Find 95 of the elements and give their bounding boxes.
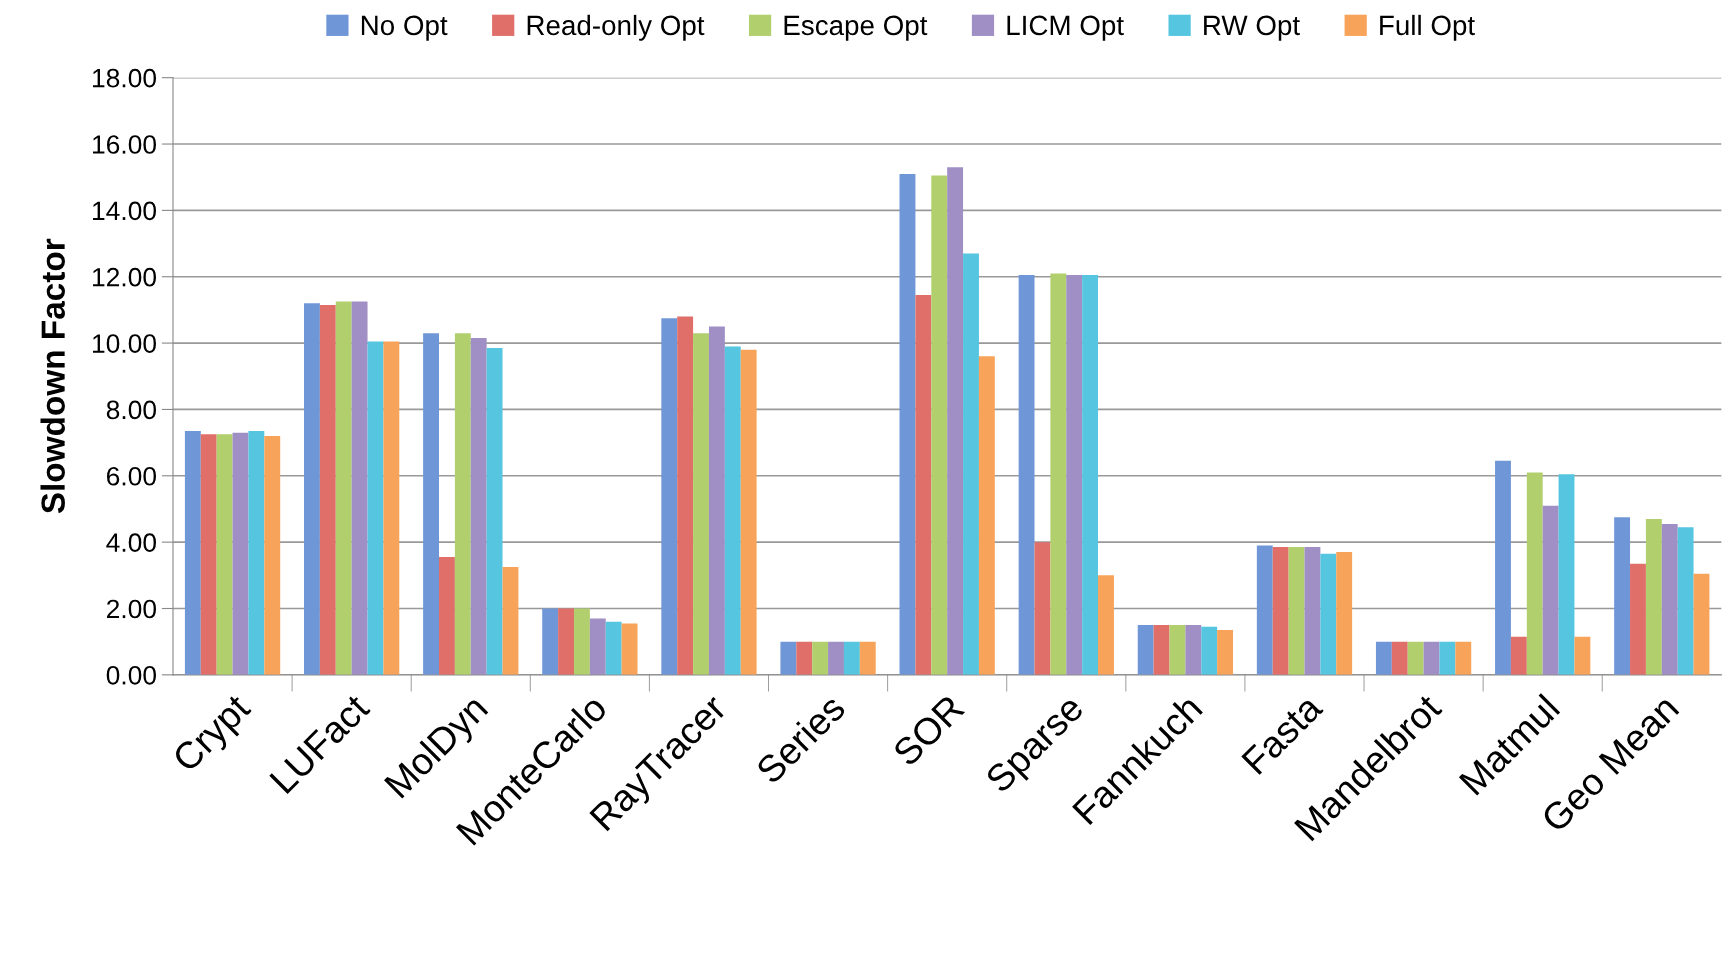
bar [1185,625,1202,675]
bar [1153,625,1170,675]
legend-label: Full Opt [1380,14,1475,41]
bar [1693,573,1710,675]
bar [335,301,352,675]
bar [621,623,638,675]
y-tick-label: 8.00 [106,400,156,420]
bar [1391,641,1408,675]
bar [319,304,336,675]
bar [1137,625,1154,675]
bar [439,557,455,675]
bar [1304,547,1321,675]
bar [216,434,233,675]
bar [1320,553,1337,675]
y-tick-label: 10.00 [93,334,156,353]
bar [1455,641,1472,675]
bar [1661,523,1678,675]
bar [1288,547,1305,675]
bar [383,341,400,675]
bar [1336,552,1353,675]
bar [1510,636,1527,675]
bar [1256,545,1273,675]
bar [264,435,281,675]
bar [1495,460,1511,675]
y-tick-label: 16.00 [93,135,156,154]
y-tick-label: 6.00 [107,466,156,486]
bar [963,253,979,675]
y-tick-label: 18.00 [93,68,156,88]
bar [1407,641,1424,675]
bar [304,303,320,675]
bar [1645,518,1662,675]
bar [843,641,860,675]
y-tick-label: 12.00 [93,267,156,287]
bar [677,316,694,675]
bar [1526,472,1543,675]
bar [1423,641,1440,675]
legend-label: RW Opt [1204,15,1300,41]
bar [1439,641,1456,675]
legend-label: Escape Opt [784,15,928,41]
bar [200,434,217,675]
bar [693,333,709,675]
bar [1050,273,1067,675]
bar [502,567,519,675]
bar [978,356,995,675]
bar [1098,575,1114,675]
bar [1034,542,1051,675]
legend-label: Read-only Opt [527,14,705,41]
bar [573,608,590,675]
bar [605,621,622,675]
legend-label: LICM Opt [1007,15,1124,41]
legend-label: No Opt [361,15,448,41]
bar [947,167,964,675]
bar [796,641,813,675]
bar [1375,641,1392,675]
bar [661,318,678,675]
bar [1082,275,1099,675]
y-tick-label: 4.00 [106,533,156,552]
bar [470,338,487,675]
bar [931,175,948,675]
bar [915,294,932,675]
bar [558,608,574,675]
bar [899,173,916,675]
bar [708,326,725,675]
y-tick-label: 0.00 [106,665,156,685]
bar [1169,625,1186,675]
bar [248,431,265,675]
bar [1201,626,1218,675]
y-axis-title: Slowdown Factor [40,238,65,514]
bar [1542,505,1559,675]
bar [1614,517,1631,675]
bar [1217,630,1234,675]
bar [351,301,368,675]
bar [1066,275,1083,675]
bar [859,641,876,675]
y-tick-label: 2.00 [107,599,156,619]
bar [812,641,829,675]
bar [423,333,439,675]
bar [184,431,201,675]
bar [542,608,559,675]
bar [780,641,797,675]
bar [486,348,503,675]
bar [740,349,757,675]
bar [367,341,384,675]
bar [1630,563,1646,675]
bar [724,346,741,675]
bar [1677,527,1694,675]
bar [232,432,249,675]
bar [1558,474,1575,675]
y-tick-label: 14.00 [93,201,156,221]
bar [1574,636,1591,675]
bar [1018,275,1035,675]
bar [589,618,606,675]
bar [454,333,471,675]
bar [1272,547,1289,675]
bar [828,641,844,675]
